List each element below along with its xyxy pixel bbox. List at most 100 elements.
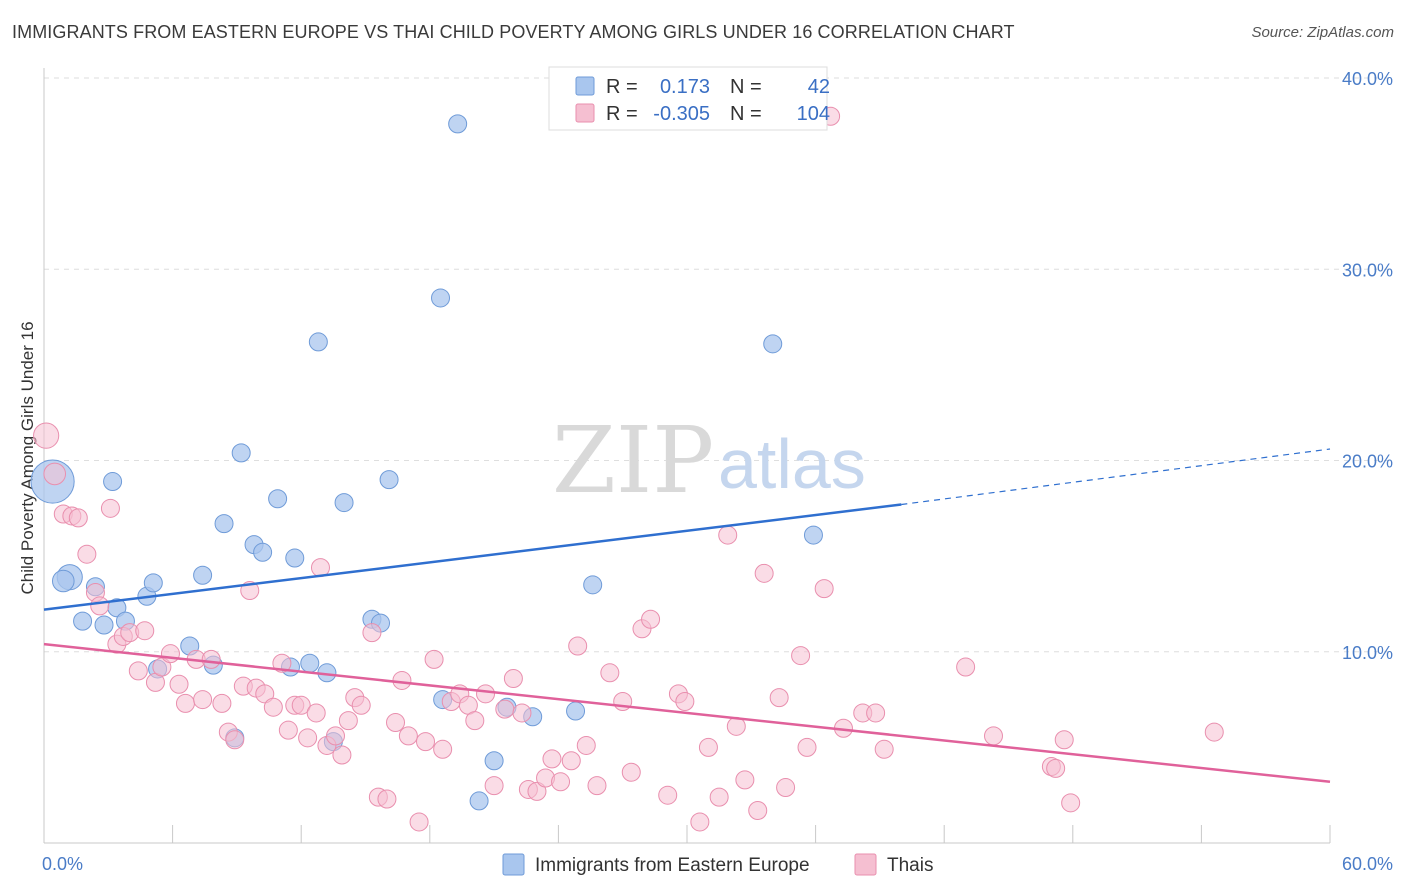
pink-point-63 [527, 781, 547, 801]
blue-trend-line [43, 503, 902, 611]
blue-point-6 [103, 472, 123, 492]
blue-point-30 [379, 470, 399, 490]
y-axis-label: Child Poverty Among Girls Under 16 [18, 321, 37, 594]
pink-point-28 [255, 684, 275, 704]
blue-point-3 [73, 611, 93, 631]
legend-swatch-blue [575, 76, 595, 96]
pink-point-21 [201, 649, 221, 669]
pink-point-13 [135, 621, 155, 641]
blue-point-22 [285, 548, 305, 568]
pink-point-81 [709, 787, 729, 807]
pink-point-20 [193, 690, 213, 710]
pink-point-89 [791, 646, 811, 666]
legend-n-label-pink: N = [730, 103, 762, 125]
pink-point-43 [362, 623, 382, 643]
pink-point-57 [476, 684, 496, 704]
pink-point-24 [225, 730, 245, 750]
pink-point-103 [1204, 722, 1224, 742]
legend-r-value-blue: 0.173 [660, 76, 710, 98]
pink-point-80 [698, 737, 718, 757]
pink-point-73 [621, 762, 641, 782]
y-tick-label-1: 20.0% [1342, 452, 1393, 472]
pink-point-34 [298, 728, 318, 748]
pink-point-40 [338, 711, 358, 731]
pink-point-29 [263, 697, 283, 717]
x-tick-labels: 0.0% 60.0% [42, 854, 1393, 874]
pink-point-38 [325, 726, 345, 746]
scatter-points [30, 106, 1224, 832]
pink-point-87 [769, 688, 789, 708]
pink-point-15 [152, 657, 172, 677]
y-tick-labels: 10.0% 20.0% 30.0% 40.0% [1342, 69, 1393, 663]
blue-point-27 [334, 493, 354, 513]
pink-point-75 [641, 609, 661, 629]
pink-point-68 [568, 636, 588, 656]
pink-point-50 [416, 732, 436, 752]
pink-point-31 [278, 720, 298, 740]
blue-point-19 [253, 542, 273, 562]
x-tick-label-0: 0.0% [42, 854, 83, 874]
legend-box [548, 66, 828, 131]
pink-point-58 [484, 776, 504, 796]
blue-point-39 [583, 575, 603, 595]
pink-point-91 [814, 579, 834, 599]
pink-point-71 [600, 663, 620, 683]
pink-point-78 [675, 691, 695, 711]
watermark: ZIP atlas [552, 407, 866, 514]
y-tick-label-2: 30.0% [1342, 260, 1393, 280]
x-tick-label-1: 60.0% [1342, 854, 1393, 874]
pink-point-82 [718, 525, 738, 545]
blue-point-38 [566, 701, 586, 721]
pink-point-12 [128, 661, 148, 681]
pink-point-59 [495, 699, 515, 719]
series-legend: Immigrants from Eastern Europe Thais [502, 853, 933, 876]
pink-point-86 [754, 563, 774, 583]
blue-point-40 [763, 334, 783, 354]
source-label: Source: ZipAtlas.com [1251, 24, 1394, 41]
pink-point-85 [748, 800, 768, 820]
pink-point-60 [503, 669, 523, 689]
series-legend-swatch-pink [854, 853, 877, 876]
legend-r-label-pink: R = [606, 103, 638, 125]
blue-point-2 [51, 569, 75, 593]
legend-n-value-blue: 42 [808, 76, 830, 98]
watermark-zip: ZIP [552, 407, 714, 514]
pink-point-70 [587, 776, 607, 796]
pink-point-5 [77, 544, 97, 564]
blue-point-34 [469, 791, 489, 811]
pink-point-79 [690, 812, 710, 832]
correlation-legend: R = 0.173 N = 42 R = -0.305 N = 104 [548, 66, 830, 131]
blue-point-5 [94, 615, 114, 635]
pink-point-18 [175, 693, 195, 713]
pink-point-0 [33, 422, 60, 449]
pink-point-65 [542, 749, 562, 769]
pink-point-67 [561, 751, 581, 771]
pink-point-33 [291, 695, 311, 715]
legend-r-label-blue: R = [606, 76, 638, 98]
blue-point-35 [484, 751, 504, 771]
pink-point-7 [90, 596, 110, 616]
pink-point-16 [160, 644, 180, 664]
watermark-atlas: atlas [718, 425, 866, 503]
legend-r-value-pink: -0.305 [653, 103, 710, 125]
pink-point-4 [68, 508, 88, 528]
chart-title: IMMIGRANTS FROM EASTERN EUROPE VS THAI C… [12, 22, 1015, 42]
pink-point-100 [1046, 758, 1066, 778]
trend-lines [43, 448, 1331, 784]
pink-point-90 [797, 737, 817, 757]
pink-point-101 [1054, 730, 1074, 750]
blue-point-23 [300, 653, 320, 673]
pink-point-51 [424, 649, 444, 669]
pink-point-102 [1061, 793, 1081, 813]
legend-n-value-pink: 104 [797, 103, 830, 125]
pink-trend-line [43, 642, 1331, 784]
legend-n-label-blue: N = [730, 76, 762, 98]
pink-point-30 [272, 653, 292, 673]
gridlines [44, 77, 1390, 653]
pink-point-1 [43, 462, 67, 486]
blue-point-41 [803, 525, 823, 545]
blue-point-33 [448, 114, 468, 134]
pink-point-61 [512, 703, 532, 723]
y-tick-label-0: 10.0% [1342, 643, 1393, 663]
